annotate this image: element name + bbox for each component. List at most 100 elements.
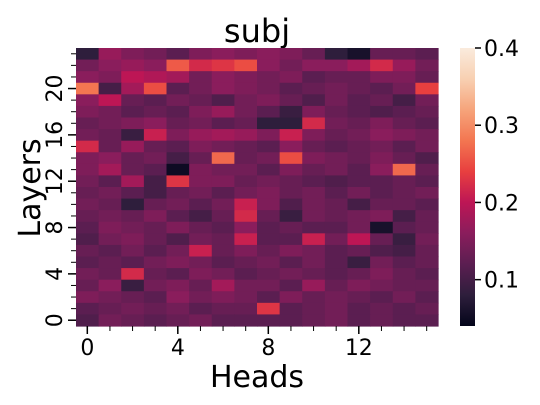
- heatmap-cell-layer6-head3: [143, 244, 168, 258]
- y-tick-label: 16: [43, 121, 68, 149]
- heatmap-cell-layer20-head8: [257, 82, 281, 95]
- heatmap-cell-layer14-head3: [143, 152, 168, 165]
- heatmap-cell-layer16-head12: [347, 129, 371, 142]
- heatmap-cell-layer3-head7: [234, 279, 258, 292]
- heatmap-cell-layer1-head9: [279, 302, 303, 316]
- heatmap-cell-layer23-head4: [166, 48, 190, 61]
- heatmap-cell-layer15-head7: [234, 140, 258, 153]
- heatmap-cell-layer18-head8: [257, 105, 281, 119]
- heatmap-cell-layer0-head6: [211, 314, 235, 327]
- heatmap-cell-layer1-head10: [302, 302, 326, 316]
- heatmap-cell-layer4-head13: [370, 268, 394, 281]
- heatmap-cell-layer15-head5: [189, 140, 213, 153]
- heatmap-cell-layer21-head8: [257, 71, 281, 84]
- heatmap-cell-layer16-head8: [257, 129, 281, 142]
- heatmap-cell-layer6-head8: [257, 244, 281, 258]
- heatmap-cell-layer8-head10: [302, 221, 326, 234]
- heatmap-cell-layer10-head15: [415, 198, 439, 211]
- heatmap-cell-layer23-head2: [121, 48, 145, 61]
- heatmap-cell-layer10-head1: [98, 198, 122, 211]
- heatmap-cell-layer9-head7: [234, 210, 258, 223]
- heatmap-cell-layer0-head8: [257, 314, 281, 327]
- heatmap-cell-layer21-head9: [279, 71, 303, 84]
- heatmap-cell-layer20-head13: [370, 82, 394, 95]
- heatmap-cell-layer4-head0: [76, 268, 100, 281]
- heatmap-cell-layer3-head10: [302, 279, 326, 292]
- heatmap-cell-layer14-head5: [189, 152, 213, 165]
- x-tick-label: 0: [80, 336, 94, 361]
- heatmap-cell-layer3-head5: [189, 279, 213, 292]
- heatmap-cell-layer4-head7: [234, 268, 258, 281]
- heatmap-cell-layer0-head11: [324, 314, 349, 327]
- heatmap-cell-layer20-head5: [189, 82, 213, 95]
- heatmap-cell-layer5-head0: [76, 256, 100, 269]
- heatmap-cell-layer19-head3: [143, 94, 168, 107]
- heatmap-cell-layer16-head14: [392, 129, 416, 142]
- heatmap-cell-layer4-head3: [143, 268, 168, 281]
- heatmap-cell-layer0-head4: [166, 314, 190, 327]
- heatmap-cell-layer8-head15: [415, 221, 439, 234]
- heatmap-cell-layer21-head10: [302, 71, 326, 84]
- heatmap-cell-layer12-head3: [143, 175, 168, 188]
- heatmap-cell-layer15-head12: [347, 140, 371, 153]
- heatmap-cell-layer21-head3: [143, 71, 168, 84]
- heatmap-cell-layer18-head13: [370, 105, 394, 119]
- heatmap-cell-layer11-head11: [324, 187, 349, 200]
- heatmap-cell-layer17-head15: [415, 117, 439, 130]
- heatmap-cell-layer12-head4: [166, 175, 190, 188]
- heatmap-cell-layer1-head7: [234, 302, 258, 316]
- x-axis: 0 4 8 12: [80, 326, 428, 361]
- heatmap-cell-layer17-head8: [257, 117, 281, 130]
- heatmap-cells: [76, 48, 439, 327]
- heatmap-cell-layer9-head9: [279, 210, 303, 223]
- heatmap-cell-layer21-head12: [347, 71, 371, 84]
- heatmap-cell-layer16-head15: [415, 129, 439, 142]
- heatmap-cell-layer5-head13: [370, 256, 394, 269]
- heatmap-cell-layer11-head6: [211, 187, 235, 200]
- heatmap-cell-layer5-head2: [121, 256, 145, 269]
- heatmap-cell-layer8-head14: [392, 221, 416, 234]
- heatmap-cell-layer7-head9: [279, 233, 303, 246]
- heatmap-cell-layer21-head0: [76, 71, 100, 84]
- heatmap-cell-layer15-head4: [166, 140, 190, 153]
- heatmap-cell-layer1-head14: [392, 302, 416, 316]
- heatmap-cell-layer20-head11: [324, 82, 349, 95]
- heatmap-cell-layer10-head7: [234, 198, 258, 211]
- heatmap-cell-layer18-head4: [166, 105, 190, 119]
- heatmap-cell-layer3-head12: [347, 279, 371, 292]
- heatmap-cell-layer10-head4: [166, 198, 190, 211]
- heatmap-cell-layer9-head3: [143, 210, 168, 223]
- heatmap-cell-layer6-head11: [324, 244, 349, 258]
- heatmap-cell-layer3-head8: [257, 279, 281, 292]
- heatmap-cell-layer4-head14: [392, 268, 416, 281]
- heatmap-cell-layer9-head11: [324, 210, 349, 223]
- heatmap-cell-layer19-head8: [257, 94, 281, 107]
- heatmap-cell-layer8-head2: [121, 221, 145, 234]
- heatmap-cell-layer15-head2: [121, 140, 145, 153]
- heatmap-cell-layer13-head10: [302, 163, 326, 177]
- heatmap-cell-layer5-head12: [347, 256, 371, 269]
- heatmap-cell-layer0-head7: [234, 314, 258, 327]
- heatmap-cell-layer12-head15: [415, 175, 439, 188]
- heatmap-cell-layer5-head14: [392, 256, 416, 269]
- heatmap-cell-layer20-head2: [121, 82, 145, 95]
- heatmap-cell-layer13-head6: [211, 163, 235, 177]
- heatmap-cell-layer16-head2: [121, 129, 145, 142]
- heatmap-cell-layer5-head5: [189, 256, 213, 269]
- heatmap-cell-layer9-head5: [189, 210, 213, 223]
- heatmap-cell-layer15-head0: [76, 140, 100, 153]
- heatmap-cell-layer5-head3: [143, 256, 168, 269]
- heatmap-cell-layer1-head2: [121, 302, 145, 316]
- heatmap-cell-layer11-head7: [234, 187, 258, 200]
- heatmap-cell-layer14-head14: [392, 152, 416, 165]
- heatmap-cell-layer23-head8: [257, 48, 281, 61]
- heatmap-cell-layer12-head6: [211, 175, 235, 188]
- heatmap-cell-layer5-head10: [302, 256, 326, 269]
- heatmap-cell-layer0-head12: [347, 314, 371, 327]
- heatmap-cell-layer11-head10: [302, 187, 326, 200]
- heatmap-cell-layer18-head0: [76, 105, 100, 119]
- heatmap-cell-layer12-head7: [234, 175, 258, 188]
- heatmap-cell-layer5-head9: [279, 256, 303, 269]
- heatmap-cell-layer21-head7: [234, 71, 258, 84]
- heatmap-cell-layer18-head15: [415, 105, 439, 119]
